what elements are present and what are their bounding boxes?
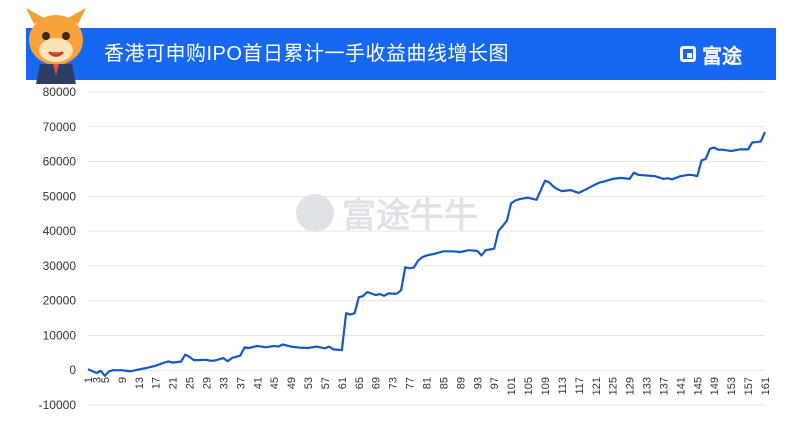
x-tick-label: 161 — [760, 377, 772, 395]
y-tick-label: 30000 — [43, 259, 77, 273]
x-tick-label: 153 — [726, 377, 738, 395]
x-tick-label: 77 — [405, 377, 417, 389]
x-tick-label: 129 — [625, 377, 637, 395]
x-tick-label: 61 — [337, 377, 349, 389]
brand-logo: 富途 — [680, 28, 742, 80]
x-tick-label: 157 — [743, 377, 755, 395]
watermark-logo-icon — [296, 193, 334, 232]
x-tick-label: 69 — [371, 377, 383, 389]
x-tick-label: 17 — [151, 377, 163, 389]
y-tick-label: 20000 — [43, 294, 77, 308]
series-line — [87, 131, 767, 377]
y-tick-label: 40000 — [43, 224, 77, 238]
x-tick-label: 109 — [540, 377, 552, 395]
x-tick-label: 101 — [506, 377, 518, 395]
y-tick-label: 10000 — [43, 328, 77, 342]
x-tick-label: 145 — [692, 377, 704, 395]
x-tick-label: 13 — [134, 377, 146, 389]
brand-name: 富途 — [702, 45, 742, 68]
x-tick-label: 25 — [185, 377, 197, 389]
chart-title: 香港可申购IPO首日累计一手收益曲线增长图 — [104, 43, 509, 65]
x-tick-label: 133 — [642, 377, 654, 395]
x-tick-label: 37 — [235, 377, 247, 389]
x-tick-label: 33 — [218, 377, 230, 389]
x-tick-label: 149 — [709, 377, 721, 395]
x-tick-label: 105 — [523, 377, 535, 395]
x-tick-label: 57 — [320, 377, 332, 389]
x-tick-label: 49 — [286, 377, 298, 389]
x-tick-label: 73 — [388, 377, 400, 389]
brand-icon — [680, 46, 696, 62]
x-tick-label: 9 — [117, 377, 129, 383]
x-tick-label: 121 — [591, 377, 603, 395]
x-tick-label: 29 — [201, 377, 213, 389]
x-tick-label: 89 — [455, 377, 467, 389]
chart-header: 香港可申购IPO首日累计一手收益曲线增长图 富途 — [26, 28, 776, 80]
y-tick-label: 80000 — [43, 85, 77, 99]
x-tick-label: 117 — [574, 377, 586, 395]
x-tick-label: 3 — [91, 377, 103, 383]
mascot-icon — [26, 8, 86, 84]
x-tick-label: 97 — [489, 377, 501, 389]
y-tick-label: 70000 — [43, 120, 77, 134]
x-tick-label: 85 — [438, 377, 450, 389]
y-tick-label: 60000 — [43, 155, 77, 169]
watermark-text: 富途牛牛 — [342, 197, 478, 235]
x-tick-label: 137 — [658, 377, 670, 395]
watermark: 富途牛牛 — [296, 188, 478, 237]
x-tick-label: 113 — [557, 377, 569, 395]
y-tick-label: 50000 — [43, 189, 77, 203]
y-tick-label: 0 — [69, 363, 76, 377]
x-tick-label: 21 — [168, 377, 180, 389]
x-tick-label: 141 — [675, 377, 687, 395]
x-tick-label: 53 — [303, 377, 315, 389]
y-tick-label: -10000 — [39, 398, 77, 412]
x-tick-label: 1 — [83, 377, 95, 383]
x-tick-label: 41 — [252, 377, 264, 389]
x-tick-label: 81 — [422, 377, 434, 389]
x-tick-label: 45 — [269, 377, 281, 389]
x-tick-label: 125 — [608, 377, 620, 395]
x-tick-label: 5 — [100, 377, 112, 383]
x-tick-label: 65 — [354, 377, 366, 389]
x-tick-label: 93 — [472, 377, 484, 389]
